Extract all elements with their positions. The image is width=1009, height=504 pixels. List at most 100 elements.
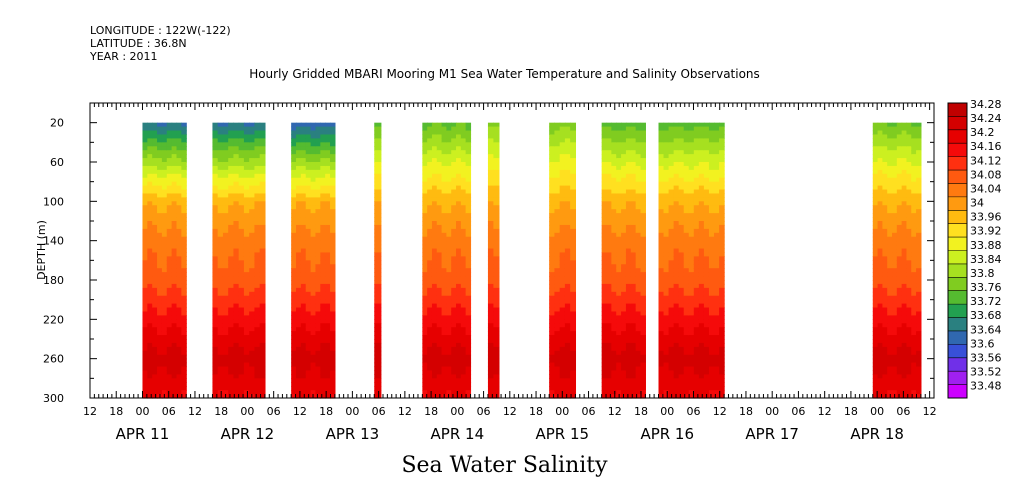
- heatmap-cell: [625, 162, 632, 167]
- heatmap-cell: [330, 346, 336, 352]
- heatmap-cell: [422, 342, 428, 348]
- heatmap-cell: [451, 303, 457, 309]
- heatmap-cell: [171, 323, 178, 328]
- heatmap-cell: [460, 134, 467, 139]
- heatmap-cell: [564, 362, 571, 368]
- heatmap-cell: [259, 177, 266, 183]
- heatmap-cell: [668, 276, 675, 281]
- heatmap-cell: [243, 146, 250, 151]
- heatmap-cell: [693, 342, 700, 348]
- heatmap-cell: [310, 150, 317, 155]
- heatmap-cell: [291, 299, 297, 305]
- heatmap-cell: [176, 303, 182, 309]
- heatmap-cell: [493, 162, 500, 167]
- heatmap-cell: [147, 224, 153, 230]
- heatmap-cell: [320, 335, 326, 340]
- heatmap-cell: [493, 217, 500, 222]
- heatmap-cell: [714, 228, 720, 234]
- heatmap-cell: [640, 181, 646, 187]
- heatmap-cell: [171, 370, 178, 375]
- heatmap-cell: [630, 299, 637, 305]
- heatmap-cell: [693, 295, 700, 301]
- heatmap-cell: [238, 295, 245, 301]
- heatmap-cell: [171, 390, 178, 395]
- heatmap-cell: [559, 354, 566, 360]
- heatmap-cell: [142, 382, 148, 387]
- heatmap-cell: [663, 150, 670, 155]
- heatmap-cell: [176, 291, 182, 297]
- heatmap-cell: [688, 142, 695, 147]
- heatmap-cell: [882, 362, 888, 368]
- heatmap-cell: [249, 217, 256, 222]
- heatmap-cell: [212, 272, 219, 277]
- heatmap-cell: [703, 350, 710, 356]
- heatmap-cell: [233, 189, 240, 195]
- heatmap-cell: [678, 181, 685, 187]
- heatmap-cell: [683, 319, 690, 324]
- heatmap-cell: [305, 350, 312, 356]
- heatmap-cell: [570, 122, 577, 128]
- heatmap-cell: [142, 374, 148, 379]
- heatmap-cell: [640, 228, 646, 234]
- heatmap-cell: [693, 319, 700, 324]
- heatmap-cell: [152, 146, 158, 151]
- heatmap-cell: [570, 346, 577, 352]
- heatmap-cell: [259, 280, 266, 285]
- heatmap-cell: [872, 319, 879, 324]
- heatmap-cell: [678, 146, 685, 151]
- heatmap-cell: [877, 339, 883, 344]
- heatmap-cell: [451, 350, 457, 356]
- heatmap-cell: [487, 228, 495, 234]
- heatmap-cell: [465, 378, 472, 383]
- heatmap-cell: [238, 146, 245, 151]
- heatmap-cell: [249, 193, 256, 198]
- heatmap-cell: [152, 386, 158, 391]
- heatmap-cell: [374, 228, 382, 234]
- heatmap-cell: [663, 122, 670, 128]
- heatmap-cell: [683, 346, 690, 352]
- heatmap-cell: [877, 201, 883, 206]
- heatmap-cell: [300, 240, 307, 246]
- heatmap-cell: [451, 366, 457, 372]
- heatmap-cell: [630, 228, 637, 234]
- heatmap-cell: [714, 130, 720, 136]
- heatmap-cell: [310, 339, 317, 344]
- heatmap-cell: [157, 268, 163, 273]
- heatmap-cell: [446, 358, 452, 364]
- heatmap-cell: [451, 126, 457, 132]
- heatmap-cell: [249, 162, 256, 167]
- heatmap-cell: [688, 236, 695, 242]
- heatmap-cell: [157, 390, 163, 395]
- heatmap-cell: [564, 260, 571, 265]
- heatmap-cell: [688, 134, 695, 139]
- heatmap-cell: [668, 366, 675, 372]
- heatmap-cell: [330, 189, 336, 195]
- heatmap-cell: [703, 307, 710, 313]
- heatmap-cell: [441, 362, 447, 368]
- heatmap-cell: [678, 165, 685, 171]
- heatmap-cell: [493, 291, 500, 297]
- heatmap-cell: [310, 287, 317, 293]
- heatmap-cell: [625, 236, 632, 242]
- heatmap-cell: [683, 260, 690, 265]
- heatmap-cell: [640, 287, 646, 293]
- heatmap-cell: [310, 197, 317, 202]
- heatmap-cell: [493, 248, 500, 254]
- heatmap-cell: [456, 173, 462, 179]
- heatmap-cell: [161, 260, 168, 265]
- heatmap-cell: [708, 154, 715, 159]
- heatmap-cell: [431, 130, 438, 136]
- heatmap-cell: [222, 193, 229, 198]
- heatmap-cell: [673, 205, 680, 210]
- heatmap-cell: [570, 366, 577, 372]
- heatmap-cell: [554, 173, 561, 179]
- heatmap-cell: [635, 173, 642, 179]
- heatmap-cell: [635, 236, 642, 242]
- heatmap-cell: [658, 354, 665, 360]
- heatmap-cell: [212, 126, 219, 132]
- heatmap-cell: [259, 342, 266, 348]
- heatmap-cell: [300, 224, 307, 230]
- heatmap-cell: [238, 303, 245, 309]
- heatmap-cell: [259, 154, 266, 159]
- heatmap-cell: [493, 299, 500, 305]
